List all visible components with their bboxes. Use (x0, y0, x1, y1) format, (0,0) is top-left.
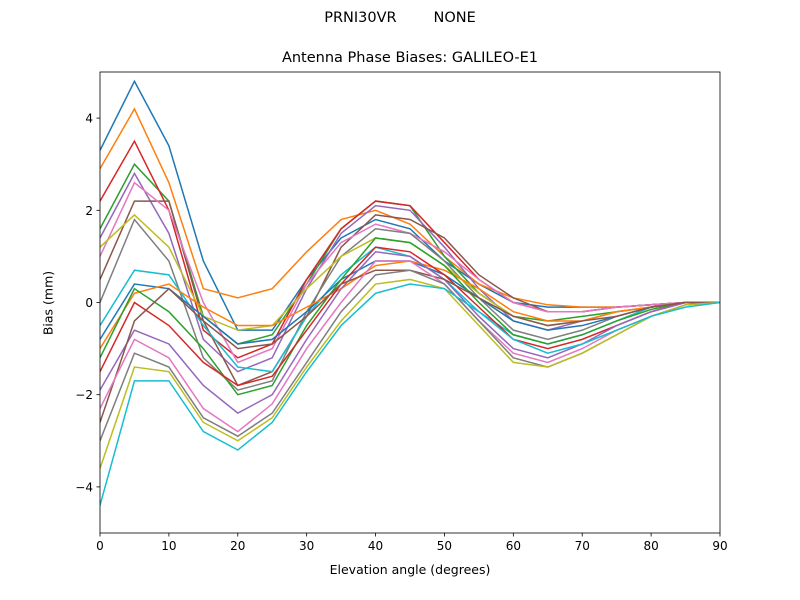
series-line-9 (100, 246, 720, 373)
chart-title: Antenna Phase Biases: GALILEO-E1 (281, 50, 539, 66)
y-tick-label: 4 (85, 112, 93, 126)
x-tick-label: 10 (161, 539, 176, 553)
series-line-18 (100, 278, 720, 469)
series-line-4 (100, 171, 720, 373)
x-tick-label: 50 (437, 539, 452, 553)
y-tick-label: −4 (75, 480, 93, 494)
x-tick-label: 20 (230, 539, 245, 553)
x-tick-label: 60 (506, 539, 521, 553)
x-tick-label: 80 (643, 539, 658, 553)
x-tick-label: 0 (96, 539, 104, 553)
series-line-12 (100, 237, 720, 396)
x-tick-label: 90 (712, 539, 727, 553)
series-line-14 (100, 250, 720, 415)
y-tick-label: 2 (85, 204, 93, 218)
axes-frame (99, 71, 721, 534)
x-axis-label: Elevation angle (degrees) (329, 562, 491, 577)
y-tick-label: −2 (75, 388, 93, 402)
x-tick-label: 30 (299, 539, 314, 553)
series-line-7 (100, 218, 720, 391)
series-line-19 (100, 283, 720, 506)
x-tick-label: 40 (368, 539, 383, 553)
y-tick-label: 0 (85, 296, 93, 310)
figure-suptitle: PRNI30VR NONE (324, 10, 476, 26)
series-line-1 (100, 107, 720, 308)
x-tick-label: 70 (575, 539, 590, 553)
